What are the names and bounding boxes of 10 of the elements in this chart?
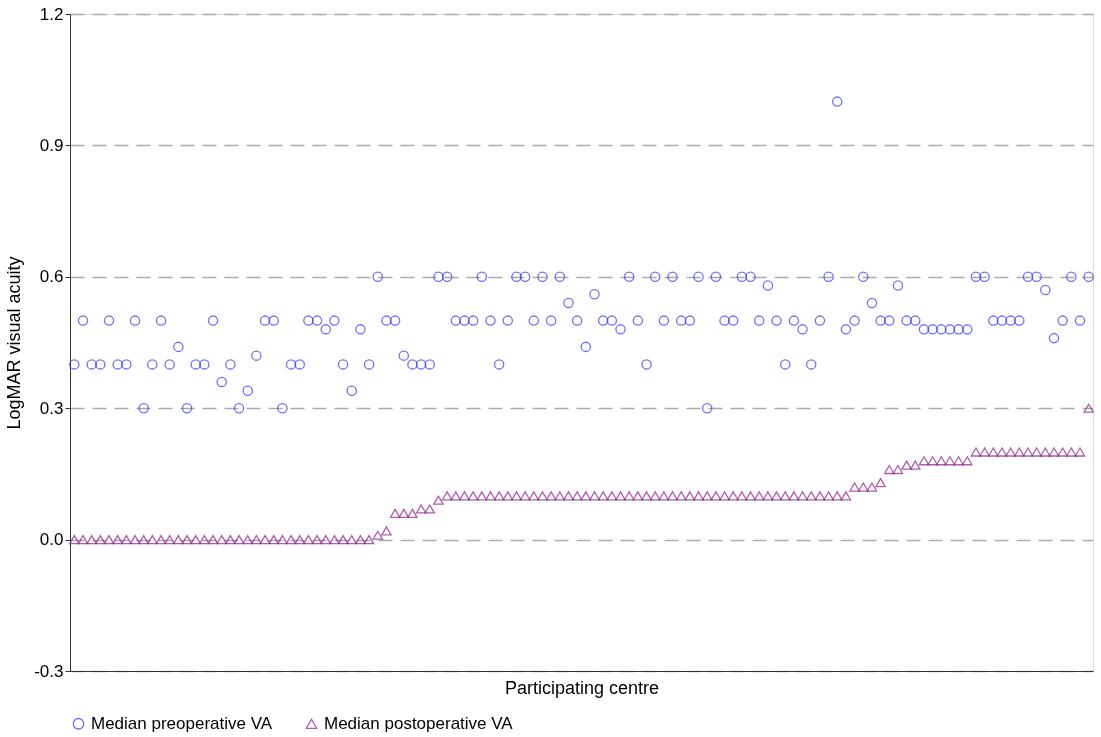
- y-tick-label: 0.6: [39, 267, 64, 287]
- y-tick-label: 0.0: [39, 530, 64, 550]
- x-axis-title: Participating centre: [504, 677, 660, 698]
- y-tick-label: 1.2: [39, 4, 64, 24]
- y-tick-label: 0.3: [39, 398, 64, 418]
- legend-label: Median postoperative VA: [324, 713, 514, 733]
- y-tick-label: -0.3: [34, 661, 64, 681]
- y-tick-label: 0.9: [39, 135, 64, 155]
- y-axis-title: LogMAR visual acuity: [4, 256, 25, 430]
- legend-label: Median preoperative VA: [91, 713, 273, 733]
